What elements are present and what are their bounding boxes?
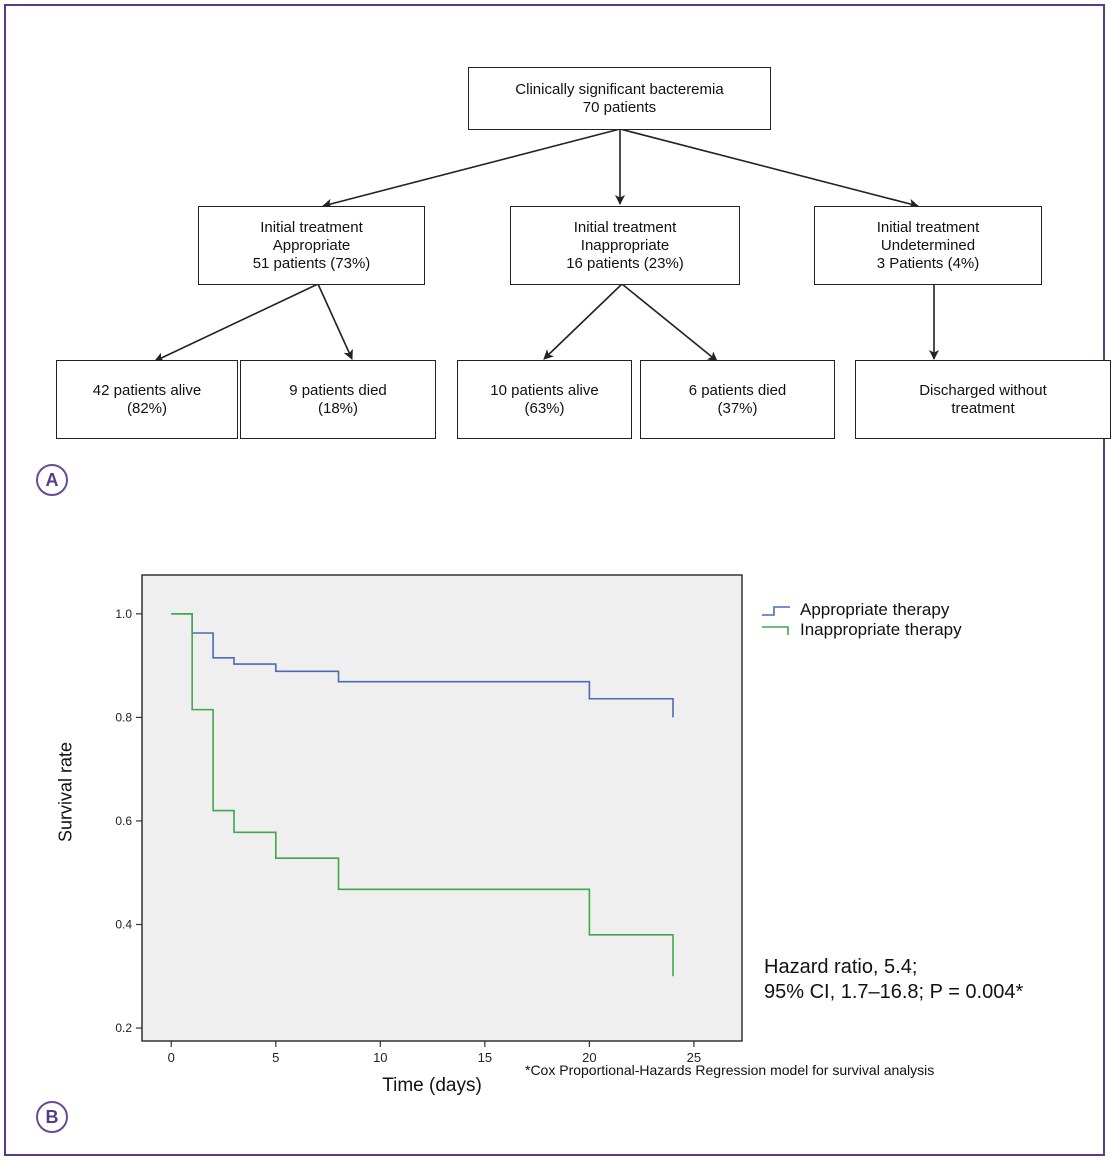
flow-box-appropriate-line3: 51 patients (73%) [252,254,371,272]
y-tick-label: 0.2 [115,1021,132,1035]
legend-item-inappropriate: Inappropriate therapy [760,620,962,640]
flow-box-appropriate-alive-line2: (82%) [126,399,167,417]
legend-label-inappropriate: Inappropriate therapy [800,620,962,639]
survival-curve-inappropriate [171,613,674,977]
arrow-to-appropriate-alive [154,283,319,362]
flow-box-appropriate-alive-line1: 42 patients alive [92,381,202,399]
flow-box-appropriate-died-line1: 9 patients died [289,381,387,399]
y-tick-label: 0.6 [115,814,132,828]
x-tick-label: 20 [582,1050,596,1065]
flow-box-inappropriate-alive: 10 patients alive (63%) [457,360,632,439]
flow-box-inappropriate: Initial treatment Inappropriate 16 patie… [510,206,740,285]
flow-box-total: Clinically significant bacteremia 70 pat… [468,67,771,130]
flow-box-discharged: Discharged without treatment [855,360,1111,439]
flow-box-discharged-line1: Discharged without [919,381,1047,399]
legend-item-appropriate: Appropriate therapy [760,600,962,620]
hazard-ratio-line2: 95% CI, 1.7–16.8; P = 0.004* [764,981,1024,1003]
flow-box-appropriate-died-line2: (18%) [317,399,358,417]
arrow-to-appropriate [322,128,621,209]
flow-box-inappropriate-died-line1: 6 patients died [688,381,787,399]
x-tick-label: 25 [687,1050,701,1065]
arrow-to-inappropriate-alive [543,283,623,360]
chart-legend: Appropriate therapy Inappropriate therap… [760,600,962,640]
flow-box-appropriate: Initial treatment Appropriate 51 patient… [198,206,425,285]
x-tick-label: 5 [272,1050,279,1065]
flow-box-appropriate-died: 9 patients died (18%) [240,360,436,439]
flowchart-connectors [154,128,939,362]
flow-box-inappropriate-died-line2: (37%) [717,399,758,417]
flow-box-undetermined-line2: Undetermined [880,236,976,254]
flow-box-inappropriate-alive-line1: 10 patients alive [490,381,599,399]
y-tick-label: 0.4 [115,918,132,932]
flow-box-inappropriate-alive-line2: (63%) [524,399,565,417]
figure-frame [4,4,1105,1156]
survival-curve-appropriate [171,613,674,718]
y-tick-label: 1.0 [115,607,132,621]
legend-swatch-inappropriate [762,626,789,635]
flow-box-total-line2: 70 patients [582,98,657,116]
arrow-to-undetermined [619,128,919,209]
flow-box-undetermined: Initial treatment Undetermined 3 Patient… [814,206,1042,285]
legend-swatch-appropriate [762,606,790,616]
panel-label-b: B [36,1101,68,1133]
flow-box-appropriate-line2: Appropriate [272,236,351,254]
panel-label-a: A [36,464,68,496]
plot-area [141,574,743,1042]
flow-box-discharged-line2: treatment [951,399,1015,417]
x-tick-label: 0 [168,1050,175,1065]
y-axis-title: Survival rate [55,741,76,843]
y-tick-label: 0.8 [115,710,132,724]
flow-box-inappropriate-line1: Initial treatment [573,218,677,236]
flow-box-inappropriate-line3: 16 patients (23%) [566,254,684,272]
flow-box-appropriate-alive: 42 patients alive (82%) [56,360,238,439]
arrow-to-inappropriate-died [621,283,718,362]
flow-box-total-line1: Clinically significant bacteremia [515,80,724,98]
hazard-ratio-line1: Hazard ratio, 5.4; [764,956,918,978]
legend-label-appropriate: Appropriate therapy [800,600,950,619]
x-tick-label: 10 [373,1050,387,1065]
flow-box-inappropriate-died: 6 patients died (37%) [640,360,835,439]
flow-box-appropriate-line1: Initial treatment [260,218,363,236]
cox-model-footnote: *Cox Proportional-Hazards Regression mod… [525,1062,935,1078]
hazard-ratio-annotation: Hazard ratio, 5.4; 95% CI, 1.7–16.8; P =… [764,955,1023,1005]
arrow-to-appropriate-died [317,283,353,360]
flow-box-undetermined-line3: 3 Patients (4%) [876,254,980,272]
flow-box-undetermined-line1: Initial treatment [876,218,980,236]
flow-box-inappropriate-line2: Inappropriate [580,236,670,254]
x-axis-title: Time (days) [382,1075,482,1096]
x-tick-label: 15 [478,1050,492,1065]
